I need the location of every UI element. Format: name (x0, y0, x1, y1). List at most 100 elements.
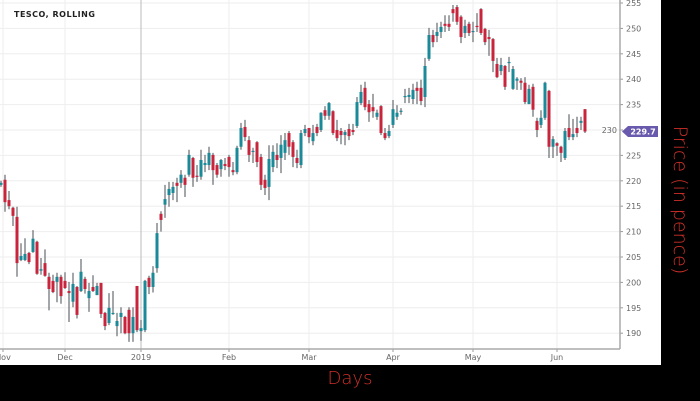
candle-down (103, 312, 107, 327)
candle-up (471, 30, 475, 33)
x-tick-label: Mar (301, 353, 317, 362)
candle-up (95, 285, 99, 296)
candle-down (531, 86, 535, 110)
candle-down (475, 25, 479, 28)
candle-up (423, 65, 427, 97)
candle-down (503, 65, 507, 87)
candle-down (455, 7, 459, 22)
candle-up (279, 144, 283, 158)
candle-down (379, 106, 383, 134)
candle-up (171, 186, 175, 193)
candle-down (191, 157, 195, 178)
candle-up (271, 151, 275, 168)
candle-down (287, 133, 291, 147)
candle-down (559, 146, 563, 153)
y-tick-label: 235 (626, 101, 641, 110)
candle-down (59, 276, 63, 297)
candle-up (343, 132, 347, 136)
candle-down (175, 182, 179, 186)
x-axis-title: Days (327, 368, 373, 389)
x-tick-label: Apr (386, 353, 401, 362)
chart-title: TESCO, ROLLING (14, 10, 96, 19)
candle-down (263, 179, 267, 188)
candle-down (483, 28, 487, 43)
candle-up (143, 280, 147, 331)
candle-down (567, 127, 571, 138)
candle-up (427, 35, 431, 59)
candle-down (547, 90, 551, 147)
candle-down (63, 280, 67, 288)
candle-up (251, 150, 255, 153)
candle-down (419, 87, 423, 102)
candle-down (15, 216, 19, 264)
y-tick-label: 210 (626, 228, 641, 237)
candle-up (267, 158, 271, 187)
candle-up (119, 312, 123, 317)
candle-up (79, 271, 83, 292)
candle-down (83, 278, 87, 290)
candle-down (231, 170, 235, 173)
candle-down (467, 23, 471, 33)
y-tick-label: 245 (626, 50, 641, 59)
candle-down (99, 282, 103, 314)
last-price-tag (622, 126, 658, 138)
candle-down (295, 157, 299, 164)
x-tick-label: 2019 (131, 353, 151, 362)
candle-down (383, 133, 387, 139)
candle-down (535, 120, 539, 130)
candle-up (239, 127, 243, 147)
candle-up (167, 188, 171, 196)
candle-up (551, 139, 555, 147)
candle-down (351, 130, 355, 133)
candle-down (43, 263, 47, 276)
candle-up (507, 61, 511, 64)
y-tick-label: 225 (626, 151, 641, 160)
candle-up (219, 159, 223, 170)
candle-up (0, 182, 3, 185)
candle-down (519, 80, 523, 83)
candle-down (583, 109, 587, 132)
candle-down (183, 177, 187, 185)
candle-up (403, 95, 407, 98)
candle-down (11, 207, 15, 216)
candle-up (359, 91, 363, 104)
y-tick-label: 255 (626, 0, 641, 8)
candle-down (415, 87, 419, 91)
candle-up (163, 199, 167, 205)
candle-up (115, 321, 119, 327)
y-tick-label: 215 (626, 202, 641, 211)
last-price-label: 229.7 (630, 128, 655, 137)
y-tick-label: 195 (626, 304, 641, 313)
candle-down (275, 154, 279, 160)
candle-down (147, 277, 151, 287)
candle-down (51, 280, 55, 293)
candle-down (75, 286, 79, 315)
y-tick-label: 220 (626, 177, 641, 186)
candle-down (227, 156, 231, 168)
candle-down (367, 104, 371, 113)
candle-up (395, 112, 399, 117)
candle-down (223, 164, 227, 167)
candle-down (91, 286, 95, 292)
y-tick-label: 250 (626, 24, 641, 33)
candle-down (331, 111, 335, 134)
candle-down (123, 316, 127, 334)
candle-up (407, 94, 411, 97)
x-tick-label: Dec (57, 353, 72, 362)
candle-down (291, 142, 295, 157)
candle-up (235, 147, 239, 173)
candle-up (463, 25, 467, 33)
candle-down (315, 126, 319, 134)
candle-down (451, 9, 455, 14)
candle-up (203, 163, 207, 166)
candle-down (339, 131, 343, 136)
candle-down (335, 130, 339, 139)
x-tick-label: May (465, 353, 482, 362)
candle-up (375, 112, 379, 117)
x-tick-label: Nov (0, 353, 11, 362)
candle-down (35, 241, 39, 274)
candle-up (515, 78, 519, 81)
candle-up (399, 110, 403, 112)
y-tick-label: 240 (626, 75, 641, 84)
candle-down (491, 39, 495, 61)
